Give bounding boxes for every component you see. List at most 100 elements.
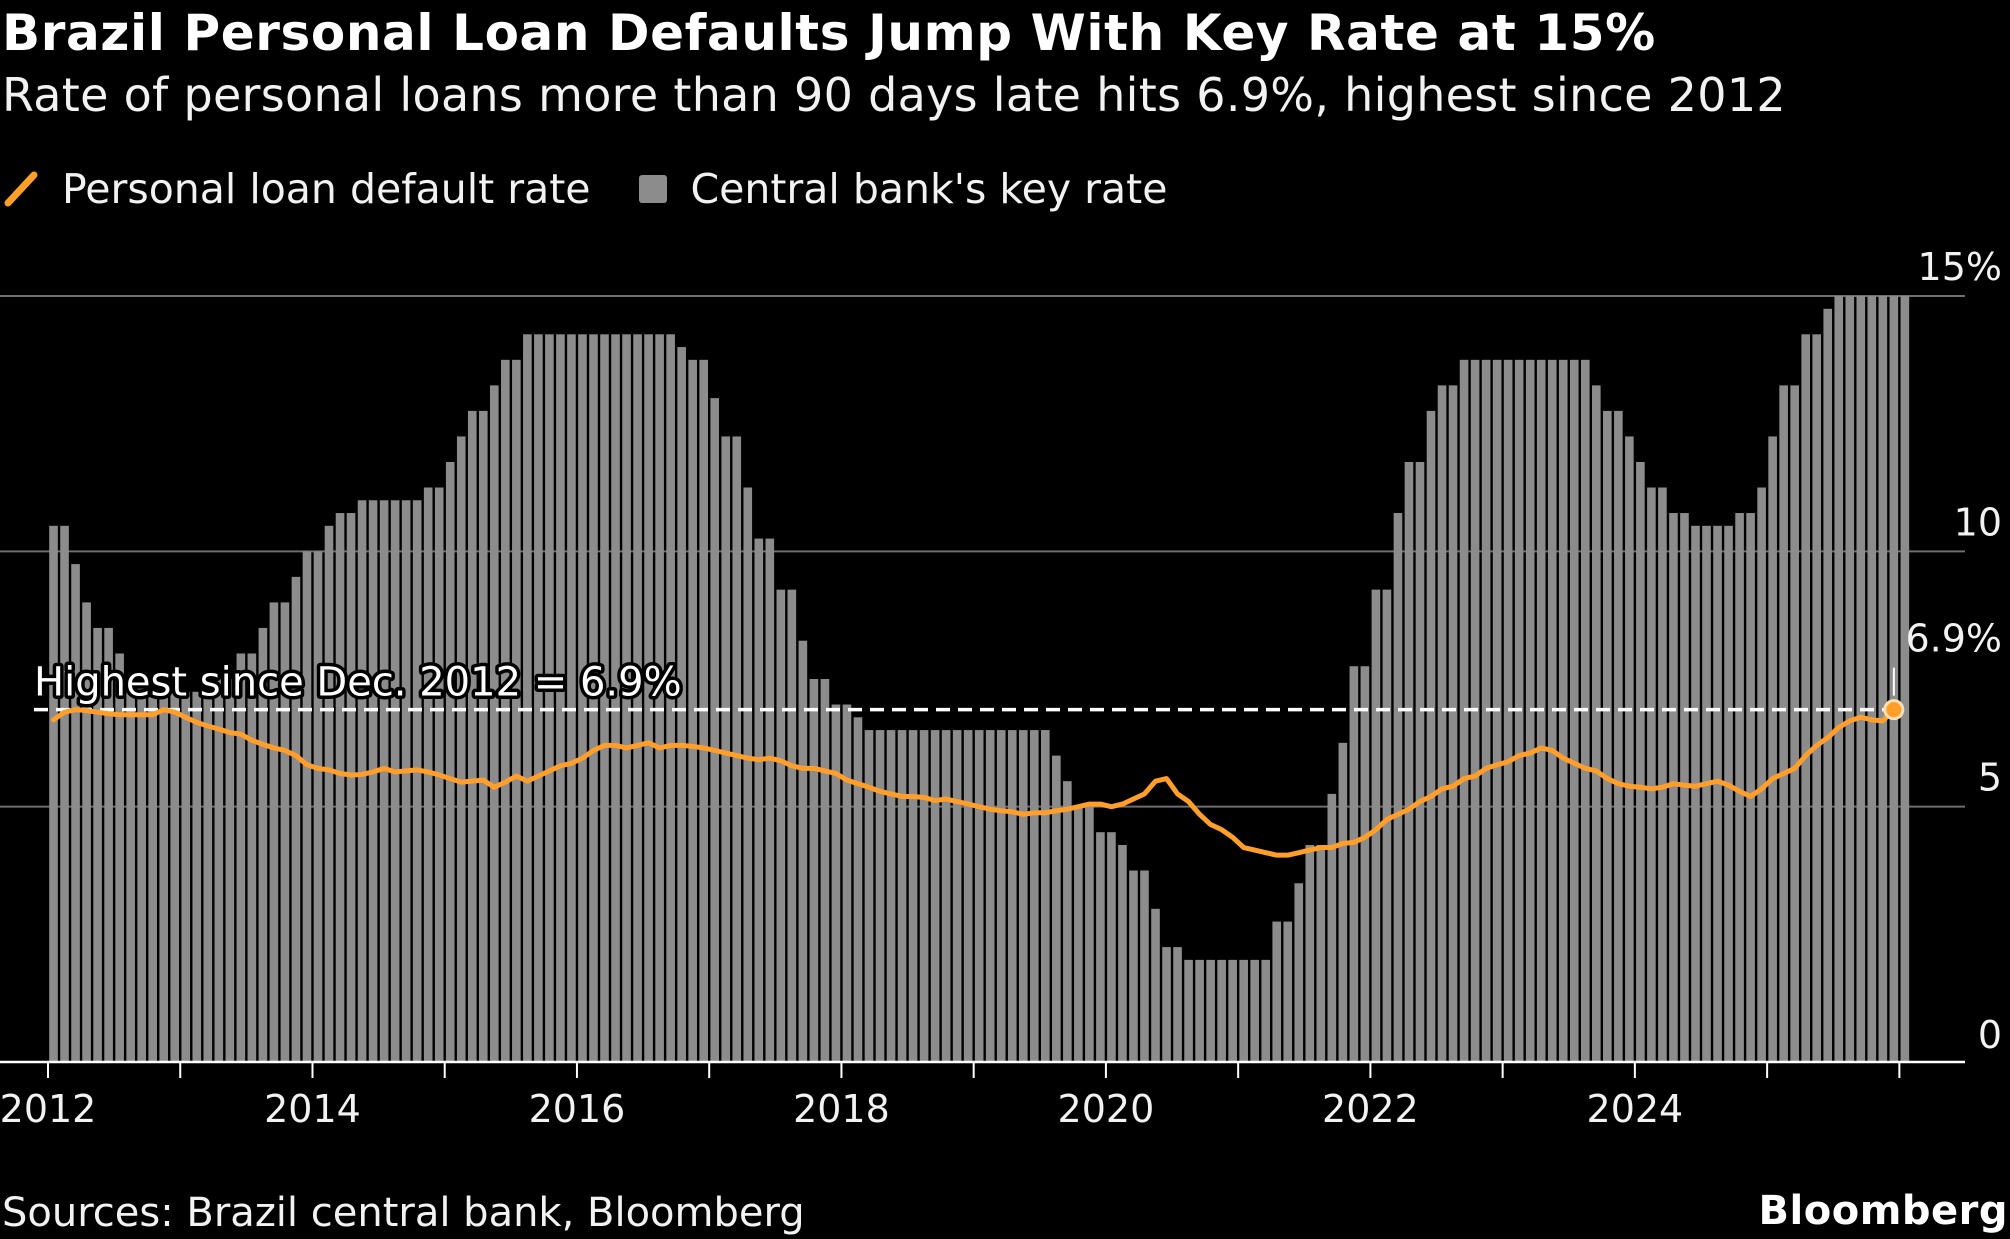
axis-labels: 0 5 10 15% 2012 2014 2016 2018 2020 2022 2024 6.9%	[0, 245, 2002, 1131]
key-rate-bar	[1845, 296, 1855, 1062]
chart-subtitle: Rate of personal loans more than 90 days…	[2, 68, 1786, 122]
source-note: Sources: Brazil central bank, Bloomberg	[2, 1190, 805, 1236]
key-rate-bar	[886, 730, 896, 1062]
key-rate-bar	[1305, 844, 1315, 1062]
key-rate-bar	[236, 653, 246, 1062]
key-rate-bar	[1074, 806, 1083, 1062]
y-tick-label-0: 0	[1978, 1013, 2002, 1057]
key-rate-bar	[1801, 334, 1810, 1062]
key-rate-bar	[721, 436, 731, 1062]
key-rate-bar	[148, 691, 157, 1062]
key-rate-bar	[941, 730, 951, 1062]
key-rate-bar	[1261, 959, 1271, 1062]
legend-label-default-rate: Personal loan default rate	[62, 165, 591, 213]
key-rate-bar	[1834, 296, 1844, 1062]
default-rate-line-group	[51, 667, 1905, 858]
key-rate-bar	[677, 347, 686, 1062]
key-rate-bar	[1636, 461, 1645, 1063]
key-rate-bar	[1316, 844, 1326, 1062]
key-rate-bar	[600, 334, 609, 1062]
x-tick-label-2016: 2016	[529, 1087, 626, 1131]
key-rate-bar	[137, 679, 146, 1062]
key-rate-bar	[115, 653, 124, 1062]
line-swatch-icon	[4, 171, 38, 207]
key-rate-bar	[655, 334, 664, 1062]
key-rate-bar	[478, 410, 488, 1062]
key-rate-bar	[556, 334, 565, 1062]
key-rate-bar	[1393, 513, 1403, 1062]
default-rate-line	[51, 707, 1897, 858]
key-rate-bar	[1184, 959, 1193, 1062]
key-rate-bar	[181, 691, 191, 1062]
key-rate-bar	[126, 679, 135, 1062]
key-rate-bar	[1867, 296, 1877, 1062]
key-rate-bar	[1592, 385, 1601, 1062]
key-rate-bar	[1029, 730, 1039, 1062]
key-rate-bar	[1250, 959, 1259, 1062]
key-rate-bar	[1900, 296, 1910, 1062]
key-rate-bar	[324, 525, 334, 1062]
x-tick-label-2020: 2020	[1058, 1087, 1155, 1131]
key-rate-bar	[644, 334, 653, 1062]
key-rate-bar	[335, 513, 345, 1062]
key-rate-bar	[1735, 513, 1744, 1062]
key-rate-bar	[390, 500, 400, 1062]
key-rate-bar	[258, 627, 268, 1062]
key-rate-bar	[776, 589, 786, 1062]
key-rate-bar	[1404, 461, 1414, 1063]
y-tick-label-10: 10	[1954, 500, 2002, 544]
x-tick-label-2012: 2012	[0, 1087, 96, 1131]
key-rate-bar	[1768, 436, 1777, 1062]
key-rate-bar	[1052, 755, 1061, 1062]
key-rate-bar	[1151, 908, 1160, 1062]
key-rate-bar	[1823, 308, 1833, 1062]
key-rate-bar	[622, 334, 631, 1062]
key-rate-bar	[908, 730, 918, 1062]
key-rate-bar	[1757, 487, 1766, 1062]
key-rate-bar	[104, 627, 113, 1062]
key-rate-bar	[247, 653, 257, 1062]
key-rate-bar	[1724, 525, 1733, 1062]
key-rate-bar	[423, 487, 433, 1062]
key-rate-bar	[831, 704, 841, 1062]
key-rate-bar	[1878, 296, 1888, 1062]
key-rate-bar	[1856, 296, 1866, 1062]
key-rate-bar	[1415, 461, 1425, 1063]
key-rate-bar	[1371, 589, 1381, 1062]
key-rate-bar	[1691, 525, 1700, 1062]
key-rate-bar	[798, 640, 808, 1062]
key-rate-bar	[996, 730, 1006, 1062]
key-rate-bar	[1162, 947, 1171, 1062]
key-rate-bar	[71, 564, 80, 1062]
key-rate-bar	[379, 500, 389, 1062]
bloomberg-logo: Bloomberg	[1758, 1188, 2008, 1234]
key-rate-bar	[1272, 921, 1282, 1062]
key-rate-bar	[611, 334, 620, 1062]
key-rate-bar	[1437, 385, 1447, 1062]
key-rate-bar	[1140, 870, 1149, 1062]
key-rate-bar	[412, 500, 422, 1062]
key-rate-bar	[302, 551, 312, 1062]
key-rate-bar	[291, 576, 301, 1062]
key-rate-bar	[1228, 959, 1237, 1062]
key-rate-bar	[401, 500, 411, 1062]
key-rate-bar	[897, 730, 907, 1062]
x-axis	[0, 1060, 1965, 1078]
key-rate-bar	[1129, 870, 1138, 1062]
key-rate-bar	[1702, 525, 1711, 1062]
key-rate-bar	[313, 551, 323, 1062]
key-rate-bar	[534, 334, 543, 1062]
key-rate-bar	[1338, 742, 1348, 1062]
key-rate-bar	[732, 436, 742, 1062]
key-rate-bar	[1658, 487, 1667, 1062]
key-rate-bar	[1206, 959, 1215, 1062]
key-rate-bar	[1360, 666, 1370, 1062]
key-rate-bar	[688, 359, 697, 1063]
reference-line-group: Highest since Dec. 2012 = 6.9%	[31, 656, 1894, 712]
key-rate-bar	[1713, 525, 1722, 1062]
key-rate-bar	[1085, 806, 1094, 1062]
y-tick-label-15: 15%	[1918, 245, 2002, 289]
key-rate-bar	[820, 679, 830, 1062]
x-tick-label-2014: 2014	[264, 1087, 361, 1131]
key-rate-bar	[82, 602, 91, 1062]
